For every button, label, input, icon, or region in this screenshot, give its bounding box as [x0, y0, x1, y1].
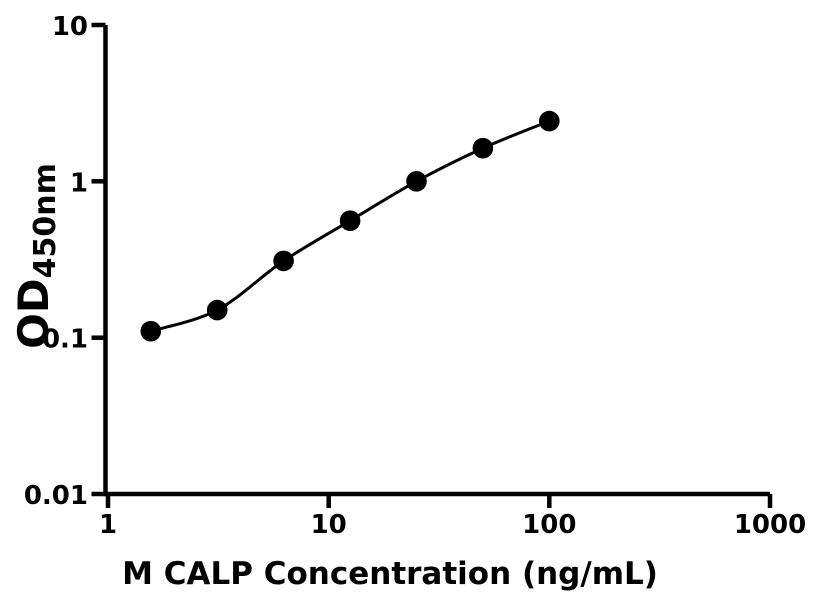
data-point: [206, 299, 228, 321]
y-axis-title-main: OD: [9, 278, 58, 349]
x-tick-label: 100: [522, 510, 576, 540]
data-point: [273, 250, 294, 272]
data-point: [406, 171, 427, 192]
y-tick-label: 0.01: [24, 481, 88, 511]
x-tick-label: 1: [99, 510, 117, 540]
x-axis-title: M CALP Concentration (ng/mL): [122, 556, 658, 592]
data-point: [140, 320, 162, 342]
y-axis-title: OD450nm: [9, 163, 63, 349]
data-point: [472, 137, 494, 159]
y-axis-title-subscript: 450nm: [28, 163, 63, 279]
x-tick-label: 10: [311, 510, 347, 540]
x-tick-label: 1000: [734, 510, 806, 540]
data-point: [539, 110, 560, 132]
y-tick-label: 1: [70, 168, 88, 198]
y-tick-label: 10: [52, 12, 88, 42]
axis-spine: [103, 25, 770, 497]
data-point: [339, 210, 361, 231]
y-tick-label: 0.1: [42, 325, 88, 355]
